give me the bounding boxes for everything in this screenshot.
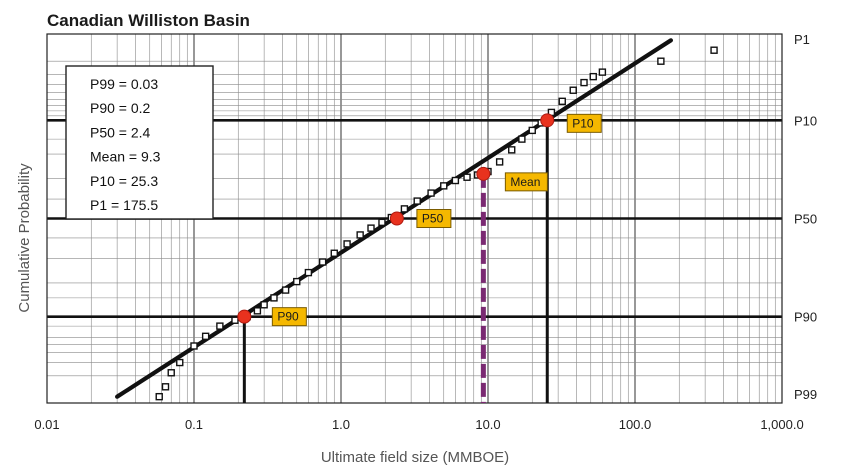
y-tick-label: P99 bbox=[794, 387, 817, 402]
marker-tag-p10 bbox=[566, 113, 602, 133]
data-point bbox=[190, 342, 198, 350]
plot-frame bbox=[46, 33, 783, 404]
marker-mean bbox=[476, 166, 491, 181]
data-point bbox=[710, 46, 718, 54]
marker-label: P90 bbox=[277, 310, 299, 324]
data-point bbox=[201, 332, 210, 341]
x-tick-label: 0.1 bbox=[185, 417, 203, 432]
data-point bbox=[589, 72, 597, 81]
data-point bbox=[270, 294, 278, 302]
data-point bbox=[167, 369, 175, 377]
x-tick-label: 0.01 bbox=[34, 417, 59, 432]
data-point bbox=[451, 176, 460, 185]
marker-label: P50 bbox=[422, 212, 444, 226]
data-point bbox=[343, 240, 351, 248]
stats-box-frame bbox=[65, 65, 214, 220]
data-point bbox=[528, 126, 536, 135]
x-tick-labels: 0.01 0.1 1.0 10.0 100.0 1,000.0 bbox=[34, 417, 803, 432]
y-tick-label: P90 bbox=[794, 310, 817, 325]
data-point bbox=[598, 68, 607, 76]
marker-p10 bbox=[540, 113, 555, 128]
data-point bbox=[356, 231, 364, 239]
data-point bbox=[216, 322, 224, 330]
chart-title: Canadian Williston Basin bbox=[47, 11, 250, 30]
y-tick-labels: P1 P10 P50 P90 P99 bbox=[794, 32, 817, 402]
data-point bbox=[463, 173, 471, 181]
probability-markers: P90 P50 Mean P10 bbox=[237, 113, 602, 327]
data-point bbox=[293, 277, 301, 286]
stats-row: P50 = 2.4 bbox=[90, 124, 151, 140]
marker-p50 bbox=[389, 211, 404, 226]
stats-row: P90 = 0.2 bbox=[90, 100, 151, 116]
data-point bbox=[495, 158, 504, 166]
marker-drop-lines bbox=[242, 120, 549, 403]
y-tick-label: P10 bbox=[794, 113, 817, 128]
marker-tag-p50 bbox=[416, 209, 452, 228]
data-point bbox=[330, 249, 338, 257]
data-point bbox=[318, 258, 327, 266]
x-tick-label: 10.0 bbox=[475, 417, 500, 432]
x-tick-label: 1.0 bbox=[332, 417, 350, 432]
y-tick-label: P50 bbox=[794, 212, 817, 227]
stats-row: P10 = 25.3 bbox=[90, 173, 158, 189]
data-point bbox=[281, 286, 290, 294]
data-point bbox=[518, 135, 526, 143]
data-point bbox=[304, 268, 313, 277]
data-point bbox=[367, 224, 375, 232]
marker-tag-p90 bbox=[271, 307, 307, 327]
data-point bbox=[400, 205, 409, 213]
marker-label: P10 bbox=[572, 116, 594, 130]
data-point bbox=[161, 383, 170, 391]
stats-row: P99 = 0.03 bbox=[90, 76, 158, 92]
stats-row: Mean = 9.3 bbox=[90, 149, 161, 165]
x-axis-label: Ultimate field size (MMBOE) bbox=[321, 449, 509, 466]
data-point bbox=[231, 316, 239, 324]
stats-row: P1 = 175.5 bbox=[90, 197, 158, 213]
data-point bbox=[378, 218, 386, 227]
data-point bbox=[427, 189, 435, 197]
data-point bbox=[260, 301, 268, 309]
data-point bbox=[508, 146, 516, 154]
data-point bbox=[253, 307, 262, 315]
data-point bbox=[558, 97, 566, 106]
stats-box: P99 = 0.03 P90 = 0.2 P50 = 2.4 Mean = 9.3 P1… bbox=[65, 65, 214, 220]
data-point bbox=[569, 86, 577, 94]
data-point bbox=[176, 358, 184, 367]
marker-p90 bbox=[237, 309, 252, 324]
marker-tag-mean bbox=[504, 172, 548, 192]
data-point bbox=[413, 197, 421, 205]
data-point bbox=[580, 78, 588, 87]
marker-label: Mean bbox=[510, 175, 540, 189]
x-tick-label: 100.0 bbox=[619, 417, 652, 432]
x-tick-label: 1,000.0 bbox=[760, 417, 803, 432]
data-point bbox=[155, 392, 163, 401]
y-axis-label: Cumulative Probability bbox=[16, 163, 33, 313]
data-point bbox=[657, 57, 665, 65]
y-tick-label: P1 bbox=[794, 32, 810, 47]
data-point bbox=[440, 182, 448, 190]
